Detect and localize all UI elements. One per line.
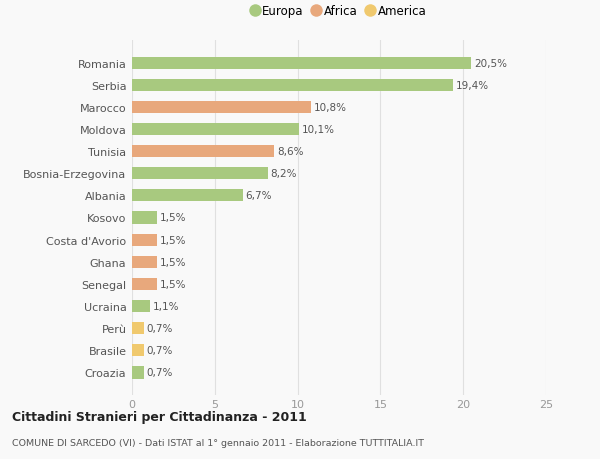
Bar <box>132 57 472 69</box>
Text: 1,5%: 1,5% <box>160 257 186 267</box>
Text: 1,5%: 1,5% <box>160 213 186 223</box>
Text: 8,6%: 8,6% <box>277 147 304 157</box>
Bar <box>132 79 453 92</box>
Legend: Europa, Africa, America: Europa, Africa, America <box>248 1 430 21</box>
Bar <box>132 322 143 335</box>
Bar <box>132 123 299 136</box>
Bar <box>132 212 157 224</box>
Text: 1,1%: 1,1% <box>152 302 179 311</box>
Text: COMUNE DI SARCEDO (VI) - Dati ISTAT al 1° gennaio 2011 - Elaborazione TUTTITALIA: COMUNE DI SARCEDO (VI) - Dati ISTAT al 1… <box>12 438 424 447</box>
Text: 19,4%: 19,4% <box>456 80 489 90</box>
Text: 8,2%: 8,2% <box>270 169 297 179</box>
Bar <box>132 234 157 246</box>
Text: 0,7%: 0,7% <box>146 368 172 378</box>
Text: 10,8%: 10,8% <box>313 103 346 112</box>
Text: 1,5%: 1,5% <box>160 235 186 245</box>
Bar <box>132 146 274 158</box>
Bar <box>132 168 268 180</box>
Text: Cittadini Stranieri per Cittadinanza - 2011: Cittadini Stranieri per Cittadinanza - 2… <box>12 410 307 423</box>
Text: 10,1%: 10,1% <box>302 125 335 134</box>
Text: 6,7%: 6,7% <box>245 191 272 201</box>
Text: 20,5%: 20,5% <box>474 58 507 68</box>
Text: 1,5%: 1,5% <box>160 279 186 289</box>
Bar <box>132 101 311 114</box>
Bar <box>132 367 143 379</box>
Bar <box>132 278 157 291</box>
Bar <box>132 344 143 357</box>
Bar <box>132 190 243 202</box>
Bar <box>132 300 150 313</box>
Text: 0,7%: 0,7% <box>146 324 172 333</box>
Text: 0,7%: 0,7% <box>146 346 172 356</box>
Bar <box>132 256 157 268</box>
